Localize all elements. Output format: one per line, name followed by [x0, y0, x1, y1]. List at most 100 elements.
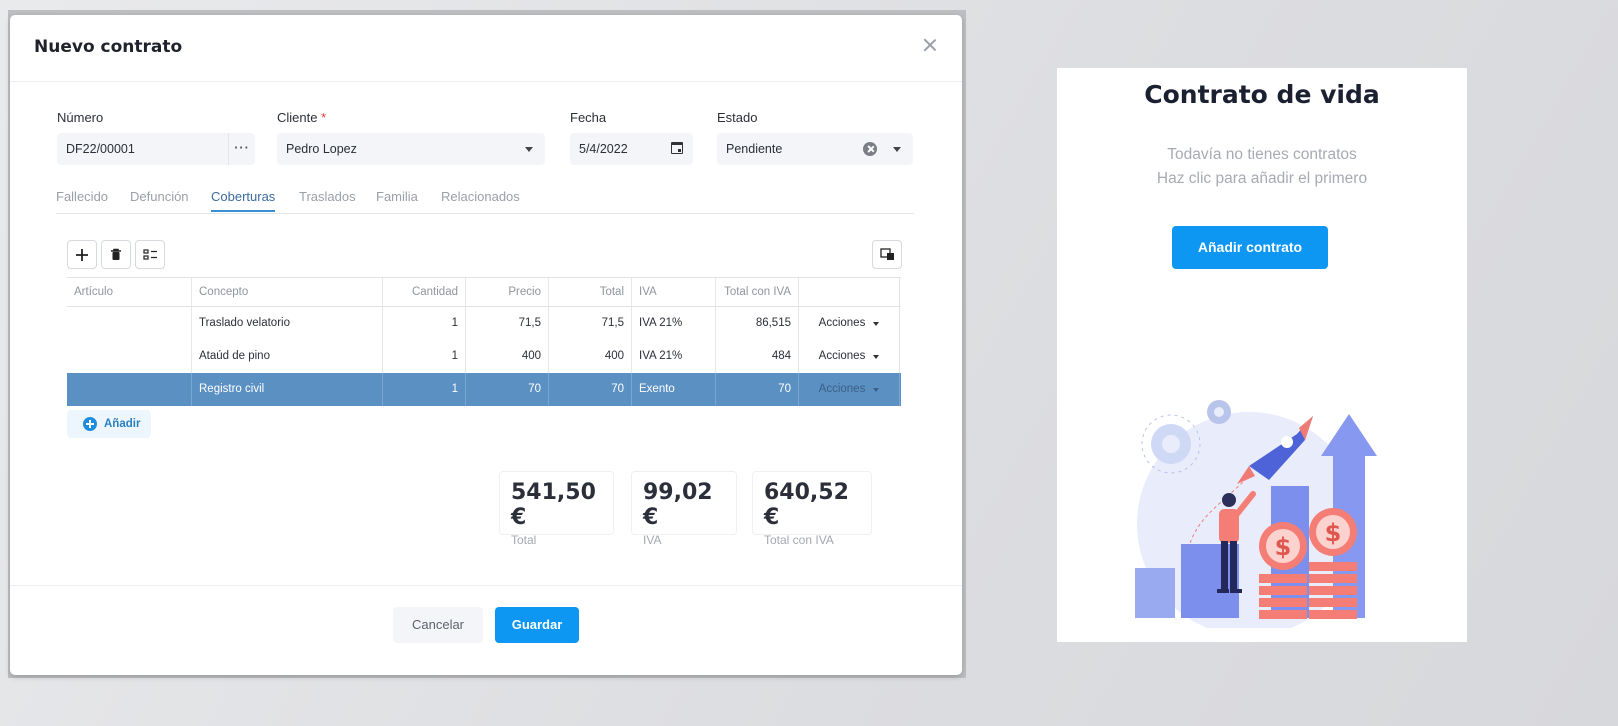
modal-title: Nuevo contrato — [34, 37, 183, 57]
plus-circle-icon — [83, 417, 97, 431]
cell-concepto[interactable]: Registro civil — [192, 373, 383, 406]
chevron-down-icon — [873, 354, 880, 359]
table-row[interactable]: Ataúd de pino 1 400 400 IVA 21% 484 Acci… — [67, 340, 901, 373]
cell-articulo[interactable] — [67, 307, 192, 340]
cell-cantidad[interactable]: 1 — [383, 340, 466, 373]
estado-field: Estado Pendiente — [717, 110, 913, 165]
svg-text:$: $ — [1325, 519, 1342, 547]
cell-articulo[interactable] — [67, 340, 192, 373]
estado-select[interactable]: Pendiente — [717, 133, 913, 165]
tab-coberturas[interactable]: Coberturas — [211, 189, 276, 212]
cell-precio[interactable]: 71,5 — [466, 307, 549, 340]
plus-icon — [76, 248, 88, 261]
chevron-down-icon[interactable] — [893, 147, 901, 152]
cell-total-iva[interactable]: 70 — [716, 373, 799, 406]
column-header[interactable]: Concepto — [192, 278, 383, 306]
tab-bar: Fallecido Defunción Coberturas Traslados… — [56, 173, 914, 214]
tab-traslados[interactable]: Traslados — [299, 189, 356, 204]
trash-icon — [111, 248, 121, 260]
column-header[interactable]: Total — [549, 278, 632, 306]
numero-input[interactable]: DF22/00001 ··· — [57, 133, 255, 165]
export-icon — [879, 248, 894, 260]
add-row-toolbar-button[interactable] — [67, 240, 97, 269]
fecha-label: Fecha — [570, 110, 607, 125]
tab-familia[interactable]: Familia — [376, 189, 418, 204]
chevron-down-icon — [873, 321, 880, 326]
more-options-icon[interactable]: ··· — [228, 133, 255, 165]
clear-icon[interactable] — [863, 142, 877, 156]
total-value: 541,50 € — [511, 480, 596, 530]
cell-precio[interactable]: 70 — [466, 373, 549, 406]
rocket-icon — [1237, 416, 1313, 484]
cell-total[interactable]: 70 — [549, 373, 632, 406]
cliente-value: Pedro Lopez — [286, 142, 357, 156]
add-contract-button[interactable]: Añadir contrato — [1172, 226, 1328, 269]
coverage-grid: Artículo Concepto Cantidad Precio Total … — [67, 277, 901, 406]
export-button[interactable] — [872, 240, 902, 269]
list-settings-icon — [142, 249, 157, 260]
actions-dropdown[interactable]: Acciones — [799, 373, 900, 406]
estado-value: Pendiente — [726, 142, 783, 156]
cell-concepto[interactable]: Ataúd de pino — [192, 340, 383, 373]
save-button[interactable]: Guardar — [495, 607, 579, 643]
actions-label: Acciones — [818, 317, 866, 329]
grid-header: Artículo Concepto Cantidad Precio Total … — [67, 277, 901, 307]
add-row-label: Añadir — [104, 418, 141, 430]
cliente-select[interactable]: Pedro Lopez — [277, 133, 545, 165]
actions-label: Acciones — [818, 383, 866, 395]
coin-stack-icon — [1259, 562, 1357, 619]
modal-footer: Cancelar Guardar — [10, 585, 962, 661]
iva-label: IVA — [643, 533, 662, 547]
tab-defuncion[interactable]: Defunción — [130, 189, 189, 204]
tab-fallecido[interactable]: Fallecido — [56, 189, 109, 204]
fecha-field: Fecha 5/4/2022 — [570, 110, 693, 165]
close-icon[interactable] — [922, 37, 938, 53]
person-icon — [1217, 491, 1256, 593]
total-label: Total — [511, 533, 537, 547]
actions-dropdown[interactable]: Acciones — [799, 307, 900, 340]
fecha-input[interactable]: 5/4/2022 — [570, 133, 693, 165]
total-with-iva-value: 640,52 € — [764, 480, 849, 530]
cliente-field: Cliente * Pedro Lopez — [277, 110, 545, 165]
modal-header: Nuevo contrato — [10, 15, 962, 82]
column-header[interactable]: Cantidad — [383, 278, 466, 306]
gear-icon — [1207, 400, 1231, 424]
table-row-selected[interactable]: Registro civil 1 70 70 Exento 70 Accione… — [67, 373, 901, 406]
delete-row-button[interactable] — [101, 240, 131, 269]
life-contract-panel: Contrato de vida Todavía no tienes contr… — [1057, 68, 1467, 642]
cell-total[interactable]: 400 — [549, 340, 632, 373]
table-row[interactable]: Traslado velatorio 1 71,5 71,5 IVA 21% 8… — [67, 307, 901, 340]
total-card: 541,50 € Total — [499, 471, 614, 547]
actions-label: Acciones — [818, 350, 866, 362]
column-header[interactable]: Precio — [466, 278, 549, 306]
column-header[interactable]: IVA — [632, 278, 716, 306]
gear-icon — [1141, 414, 1201, 474]
new-contract-modal: Nuevo contrato — [10, 15, 962, 675]
cell-total[interactable]: 71,5 — [549, 307, 632, 340]
cliente-label: Cliente * — [277, 110, 327, 125]
cell-total-iva[interactable]: 484 — [716, 340, 799, 373]
dollar-coin-icon: $ — [1309, 508, 1357, 556]
cell-iva[interactable]: IVA 21% — [632, 307, 716, 340]
column-header[interactable]: Total con IVA — [716, 278, 799, 306]
cell-iva[interactable]: Exento — [632, 373, 716, 406]
actions-dropdown[interactable]: Acciones — [799, 340, 900, 373]
empty-message-line2: Haz clic para añadir el primero — [1156, 170, 1368, 187]
column-header[interactable]: Artículo — [67, 278, 192, 306]
chevron-down-icon[interactable] — [525, 147, 533, 152]
cell-precio[interactable]: 400 — [466, 340, 549, 373]
chevron-down-icon — [873, 387, 880, 392]
calendar-icon[interactable] — [671, 142, 683, 154]
cell-total-iva[interactable]: 86,515 — [716, 307, 799, 340]
cell-cantidad[interactable]: 1 — [383, 373, 466, 406]
tab-relacionados[interactable]: Relacionados — [441, 189, 520, 204]
cell-concepto[interactable]: Traslado velatorio — [192, 307, 383, 340]
column-chooser-button[interactable] — [135, 240, 165, 269]
cancel-button[interactable]: Cancelar — [393, 607, 483, 643]
column-header — [799, 278, 900, 306]
add-row-button[interactable]: Añadir — [67, 410, 151, 438]
cell-cantidad[interactable]: 1 — [383, 307, 466, 340]
cell-articulo[interactable] — [67, 373, 192, 406]
numero-field: Número DF22/00001 ··· — [57, 110, 255, 165]
cell-iva[interactable]: IVA 21% — [632, 340, 716, 373]
